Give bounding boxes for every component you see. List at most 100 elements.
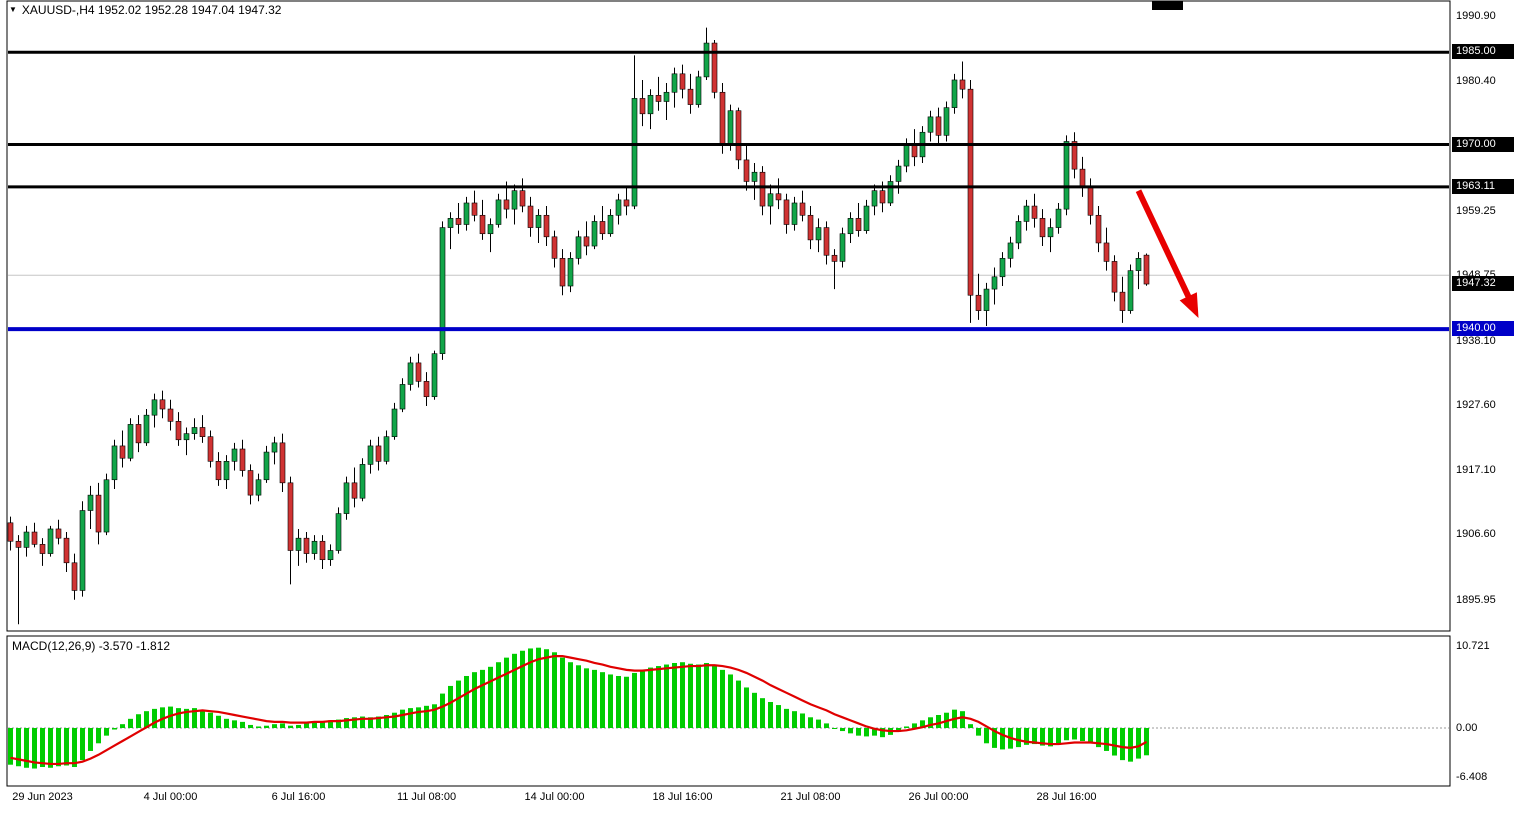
macd-histogram-bar — [880, 728, 885, 738]
candle-body — [351, 482, 358, 499]
macd-histogram-bar — [1136, 728, 1141, 759]
candle-body — [591, 221, 598, 247]
macd-histogram-bar — [712, 665, 717, 728]
candle-body — [1087, 187, 1094, 216]
macd-histogram-bar — [1064, 728, 1069, 741]
macd-histogram-bar — [408, 708, 413, 728]
macd-histogram-bar — [312, 721, 317, 728]
candle-body — [903, 144, 910, 167]
macd-histogram-bar — [208, 712, 213, 728]
candle-body — [1039, 218, 1046, 238]
macd-histogram-bar — [816, 719, 821, 728]
macd-histogram-bar — [1056, 728, 1061, 745]
macd-histogram-bar — [440, 693, 445, 728]
macd-histogram-bar — [584, 668, 589, 728]
macd-histogram-bar — [720, 669, 725, 728]
macd-histogram-bar — [592, 669, 597, 728]
macd-histogram-bar — [104, 728, 109, 736]
macd-histogram-bar — [688, 663, 693, 728]
candle-body — [367, 445, 374, 465]
macd-histogram-bar — [824, 723, 829, 728]
candle-body — [479, 214, 486, 235]
candle-body — [375, 445, 382, 462]
candle-body — [1055, 208, 1062, 228]
candle-body — [191, 427, 198, 434]
candle-body — [751, 171, 758, 182]
macd-histogram-bar — [56, 728, 61, 767]
macd-histogram-bar — [776, 705, 781, 728]
macd-histogram-bar — [24, 728, 29, 768]
candle-body — [743, 159, 750, 182]
macd-histogram-bar — [904, 726, 909, 728]
macd-histogram-bar — [1024, 728, 1029, 745]
candle-body — [855, 218, 862, 231]
candle-body — [671, 73, 678, 93]
macd-histogram-bar — [48, 728, 53, 768]
candle-body — [711, 42, 718, 93]
candle-body — [111, 445, 118, 481]
macd-histogram-bar — [832, 728, 837, 729]
macd-histogram-bar — [88, 728, 93, 751]
candle-body — [615, 199, 622, 216]
macd-histogram-bar — [448, 685, 453, 728]
candle-body — [1119, 291, 1126, 311]
candle-body — [951, 79, 958, 108]
macd-histogram-bar — [552, 652, 557, 728]
candle-body — [1007, 242, 1014, 259]
macd-histogram-bar — [352, 717, 357, 728]
macd-histogram-bar — [600, 672, 605, 728]
candle-body — [559, 258, 566, 287]
candle-body — [847, 218, 854, 235]
candle-body — [63, 537, 70, 564]
candle-body — [575, 236, 582, 259]
macd-histogram-bar — [664, 664, 669, 728]
candle-body — [895, 165, 902, 182]
candle-body — [463, 202, 470, 225]
macd-histogram-bar — [96, 728, 101, 744]
candle-body — [279, 442, 286, 484]
candle-body — [1015, 221, 1022, 244]
chart-title-bar: ▼ XAUUSD-,H4 1952.02 1952.28 1947.04 194… — [9, 3, 281, 17]
chart-shift-marker[interactable] — [1152, 1, 1183, 10]
candle-body — [119, 445, 126, 459]
macd-histogram-bar — [648, 667, 653, 728]
candle-body — [103, 479, 110, 533]
trend-arrow-head[interactable] — [1179, 292, 1199, 318]
macd-histogram-bar — [128, 718, 133, 728]
macd-histogram-bar — [848, 728, 853, 734]
candle-body — [423, 381, 430, 398]
trend-arrow-line[interactable] — [1135, 189, 1193, 302]
macd-histogram-bar — [696, 664, 701, 728]
candle-body — [23, 531, 30, 548]
candle-body — [959, 79, 966, 90]
macd-histogram-bar — [488, 666, 493, 728]
macd-histogram-bar — [1048, 728, 1053, 747]
macd-histogram-bar — [336, 719, 341, 728]
candle-body — [759, 171, 766, 207]
macd-histogram-bar — [296, 724, 301, 728]
macd-histogram-bar — [856, 728, 861, 736]
macd-histogram-bar — [736, 680, 741, 728]
candle-body — [663, 91, 670, 102]
macd-histogram-bar — [360, 716, 365, 728]
macd-signal-line — [10, 655, 1148, 766]
candle-body — [495, 199, 502, 225]
candle-body — [703, 42, 710, 78]
candle-body — [239, 448, 246, 471]
candle-body — [471, 202, 478, 216]
candle-body — [79, 510, 86, 591]
macd-histogram-bar — [136, 714, 141, 728]
candle-body — [167, 408, 174, 422]
macd-histogram-bar — [752, 692, 757, 728]
macd-histogram-bar — [472, 672, 477, 728]
candle-body — [447, 218, 454, 228]
macd-histogram-bar — [656, 666, 661, 728]
candle-body — [1103, 242, 1110, 262]
macd-indicator-label: MACD(12,26,9) -3.570 -1.812 — [12, 639, 171, 653]
macd-histogram-bar — [504, 657, 509, 728]
candle-body — [543, 214, 550, 238]
chart-caret-icon[interactable]: ▼ — [9, 5, 17, 14]
candle-body — [831, 254, 838, 262]
macd-histogram-bar — [288, 725, 293, 728]
